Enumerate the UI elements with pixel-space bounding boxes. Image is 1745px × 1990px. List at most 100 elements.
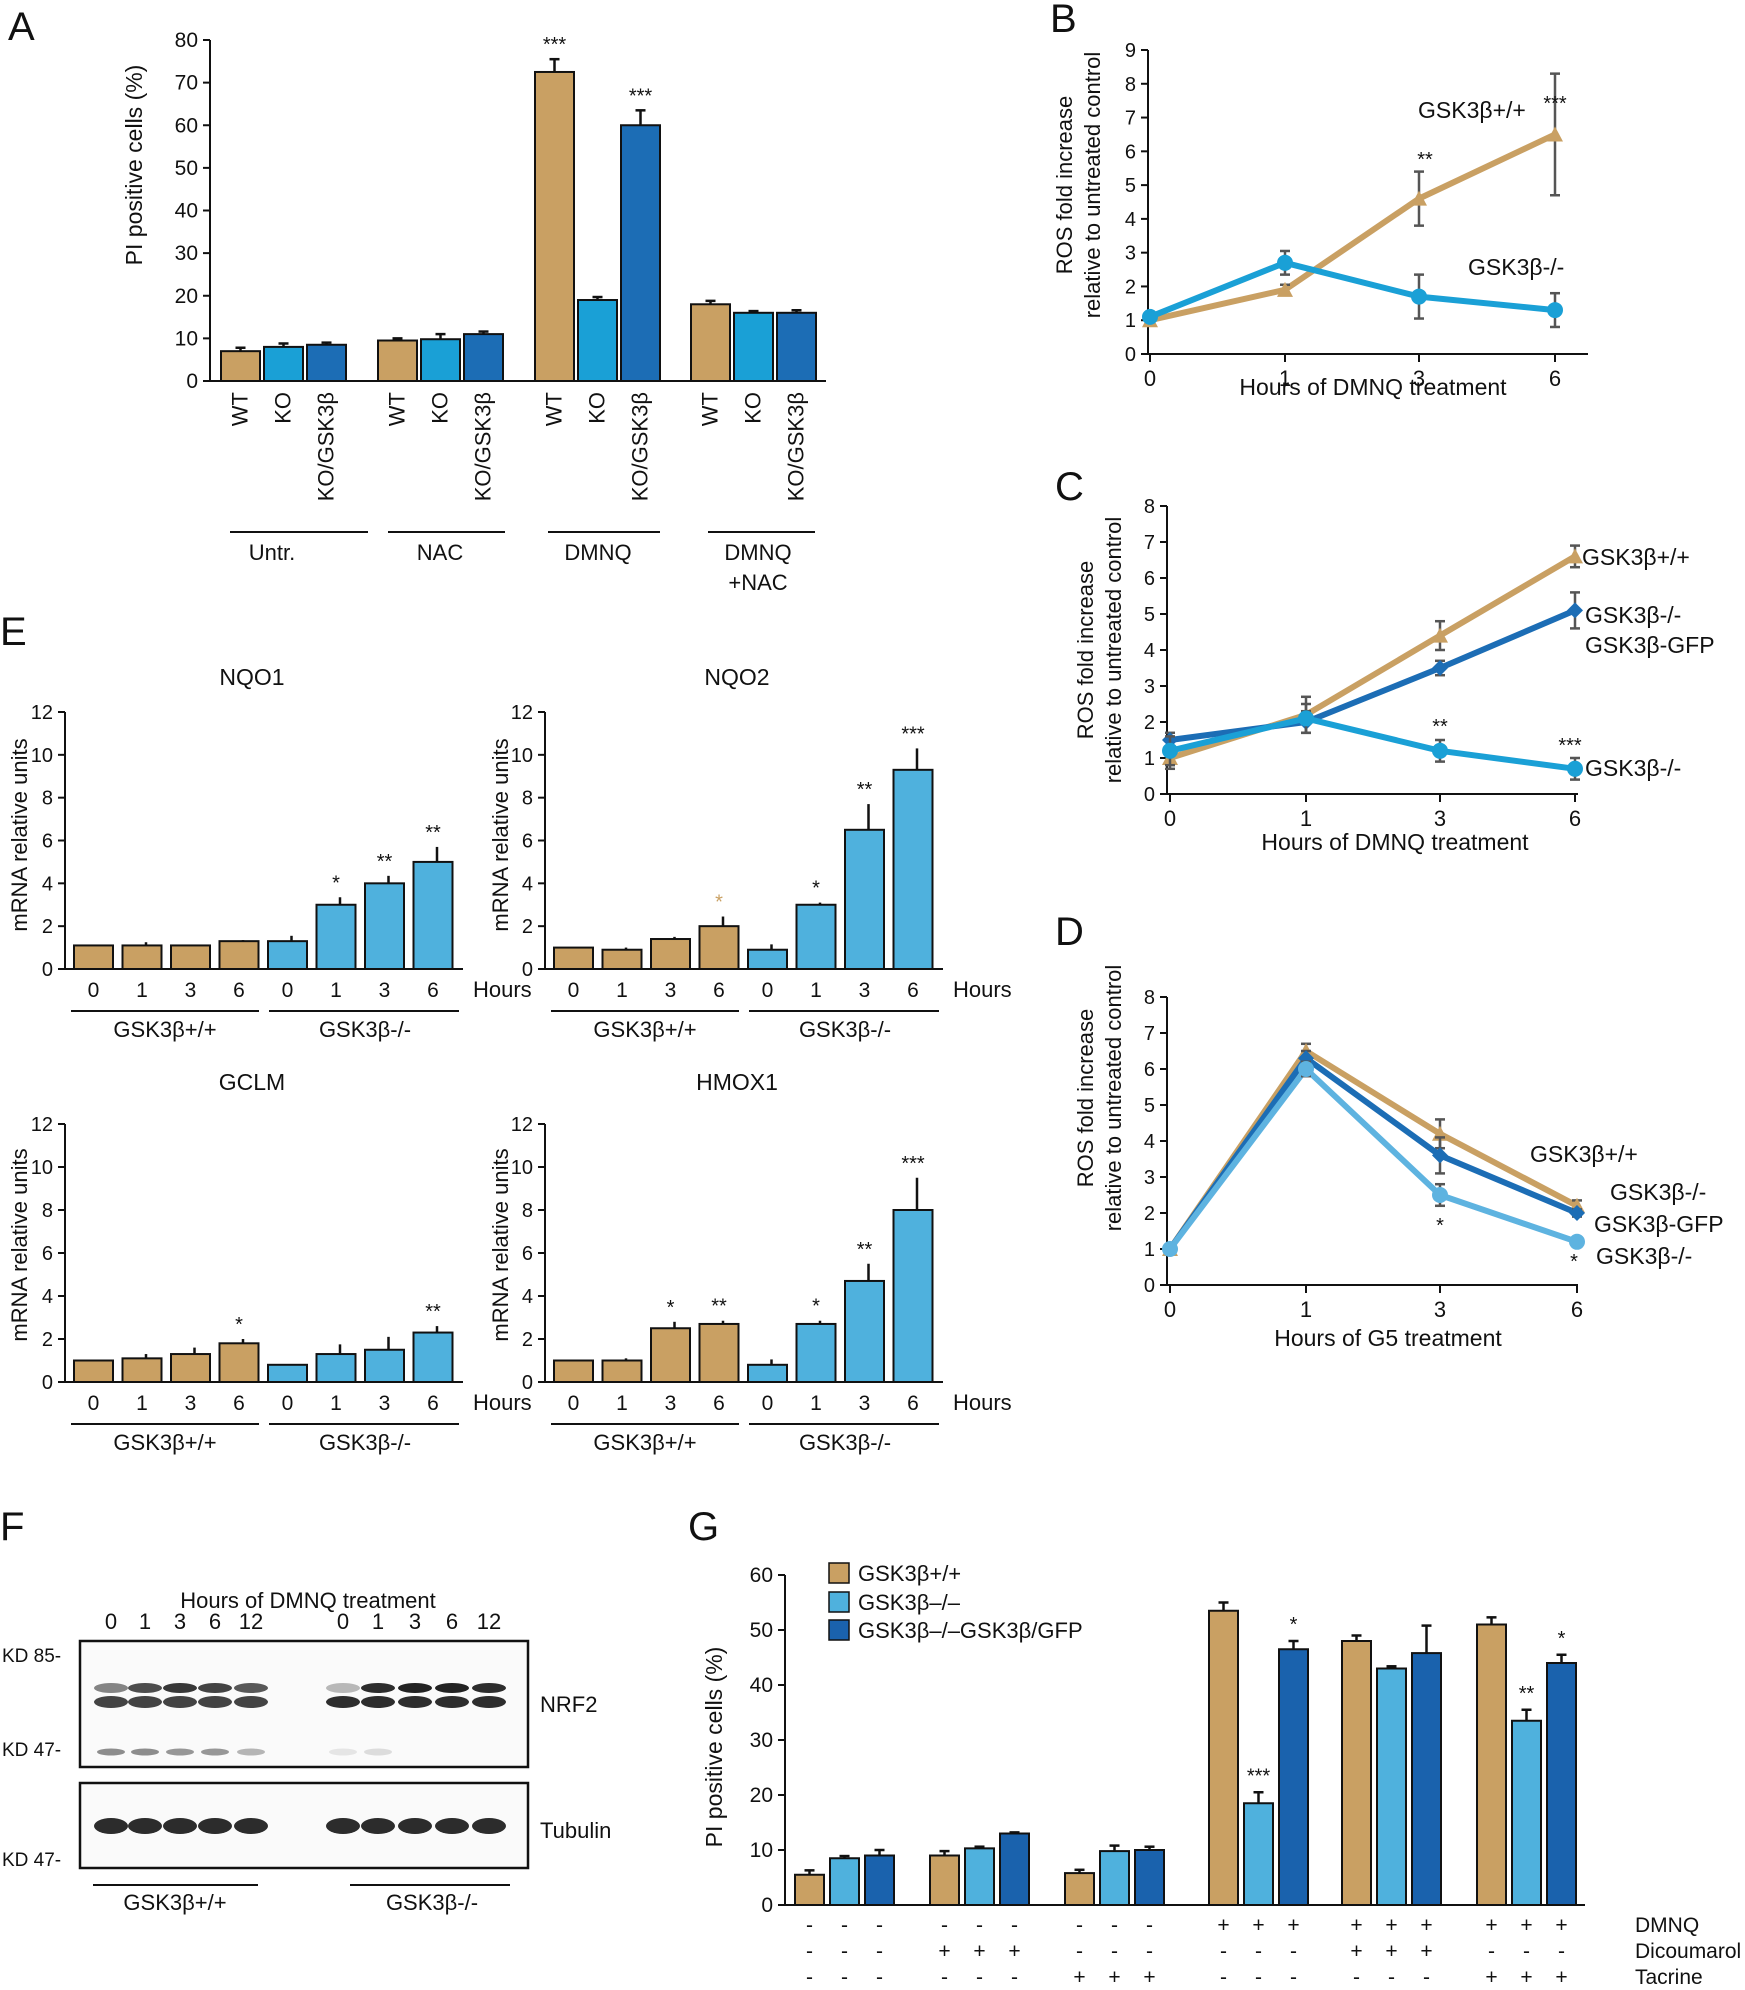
panel-e-hmox1-star: * [667, 1297, 675, 1319]
panel-g-star: * [1290, 1614, 1298, 1636]
panel-b-xlabel: Hours of DMNQ treatment [1239, 374, 1507, 400]
panel-f-kd47-b: KD 47- [2, 1850, 61, 1871]
treatment-sign: + [1287, 1914, 1299, 1937]
panel-c-star-6h: *** [1558, 735, 1582, 757]
treatment-sign: - [876, 1914, 883, 1937]
panel-b-series [1142, 72, 1563, 329]
y-tick-label: 4 [522, 1286, 533, 1308]
bar-wt [690, 303, 731, 382]
panel-g-legend-rescue: GSK3β–/–GSK3β/GFP [858, 1618, 1083, 1643]
x-tick-label: 1 [810, 979, 822, 1002]
panel-a-xlabel: WT [542, 392, 567, 426]
panel-e-nqo2-star: *** [901, 723, 925, 745]
data-point [1567, 602, 1583, 619]
treatment-sign: - [1388, 1966, 1395, 1989]
treatment-sign: - [876, 1940, 883, 1963]
data-point [1277, 254, 1293, 271]
panel-e-plot: 0 2 4 6 8 10 12 0 1 3 6 0 1 3 6 [31, 702, 463, 1012]
data-point [1432, 1187, 1448, 1203]
data-point [1162, 1241, 1178, 1257]
band-tubulin [163, 1818, 197, 1834]
treatment-sign: + [1555, 1966, 1567, 1989]
y-tick-label: 10 [511, 1157, 533, 1179]
panel-f-tubulin-label: Tubulin [540, 1818, 611, 1843]
y-tick-label: 30 [175, 242, 198, 265]
band-nrf2-degr [131, 1748, 159, 1756]
band-nrf2-upper [128, 1683, 162, 1693]
panel-e-hmox1-title: HMOX1 [696, 1069, 778, 1095]
series-line [1167, 1066, 1578, 1251]
data-point [1432, 660, 1448, 676]
x-tick-label: 3 [859, 1392, 871, 1415]
x-tick-label: 3 [859, 979, 871, 1002]
data-point [1569, 1205, 1585, 1221]
data-point [1298, 710, 1314, 727]
bar-g [1376, 1667, 1407, 1906]
bar-g [999, 1832, 1030, 1906]
treatment-sign: - [1353, 1966, 1360, 1989]
panel-c-letter: C [1055, 465, 1084, 509]
y-tick-label: 0 [1144, 1275, 1155, 1297]
band-nrf2-upper [234, 1683, 268, 1693]
y-tick-label: 8 [522, 788, 533, 810]
panel-g-treatment-tacrine: Tacrine [1635, 1966, 1703, 1989]
band-nrf2-degr [201, 1748, 229, 1756]
x-tick-label: 3 [665, 979, 677, 1002]
panel-e-gclm-group-ko: GSK3β-/- [319, 1430, 411, 1455]
y-tick-label: 80 [175, 29, 198, 52]
y-tick-label: 2 [522, 1329, 533, 1351]
y-tick-label: 30 [750, 1729, 773, 1752]
band-nrf2-degr [237, 1748, 265, 1756]
x-tick-label: 0 [88, 1392, 100, 1415]
panel-e-gclm-hours: Hours [473, 1390, 532, 1415]
x-tick-label: 3 [379, 1392, 391, 1415]
bar-ko [577, 299, 618, 383]
treatment-sign: + [1217, 1914, 1229, 1937]
data-point [1411, 288, 1427, 305]
treatment-sign: + [1555, 1914, 1567, 1937]
data-point [1162, 742, 1178, 759]
band-nrf2-upper [94, 1683, 128, 1693]
treatment-sign: - [1076, 1940, 1083, 1963]
panel-g-star: *** [1247, 1765, 1271, 1787]
panel-c-ylabel-2: relative to untreated control [1101, 517, 1126, 784]
panel-a-group-dmnq: DMNQ [564, 540, 631, 565]
panel-a-xlabel: KO/GSK3β [628, 392, 653, 501]
treatment-sign: - [876, 1966, 883, 1989]
panel-e-nqo1-star: ** [425, 822, 441, 844]
panel-b-star-6h: *** [1543, 93, 1567, 115]
panel-d-letter: D [1055, 910, 1084, 954]
data-point [1277, 281, 1293, 297]
lane-label: 0 [105, 1609, 117, 1634]
data-point [1411, 190, 1427, 206]
panel-g-letter: G [688, 1505, 719, 1549]
y-tick-label: 6 [1125, 141, 1136, 163]
band-nrf2-upper [361, 1683, 395, 1693]
panel-a-xlabel: WT [228, 392, 253, 426]
bar-wt [650, 938, 691, 970]
treatment-sign: - [806, 1940, 813, 1963]
band-nrf2-lower [435, 1696, 469, 1708]
band-nrf2-lower [128, 1696, 162, 1708]
panel-e-hmox1-group-wt: GSK3β+/+ [593, 1430, 696, 1455]
treatment-sign: - [1220, 1940, 1227, 1963]
treatment-sign: - [1290, 1966, 1297, 1989]
series-line [1169, 715, 1576, 772]
x-tick-label: 1 [330, 1392, 342, 1415]
bar-wt [601, 948, 643, 970]
panel-e-gclm-star: * [235, 1314, 243, 1336]
band-nrf2-degr [166, 1748, 194, 1756]
y-tick-label: 0 [186, 370, 198, 393]
panel-b-star-3h: ** [1417, 149, 1433, 171]
treatment-sign: + [1520, 1914, 1532, 1937]
bar-ko/gsk3β [620, 124, 661, 382]
bar-g [1064, 1872, 1095, 1906]
lane-label: 3 [174, 1609, 186, 1634]
bar-ko [795, 903, 837, 970]
panel-g-legend-swatch-ko [828, 1591, 850, 1613]
bar-wt [121, 944, 163, 970]
y-tick-label: 0 [761, 1894, 773, 1917]
panel-g-legend-swatch-rescue [828, 1619, 850, 1641]
panel-c-series [1162, 544, 1583, 781]
data-point [1142, 308, 1158, 325]
